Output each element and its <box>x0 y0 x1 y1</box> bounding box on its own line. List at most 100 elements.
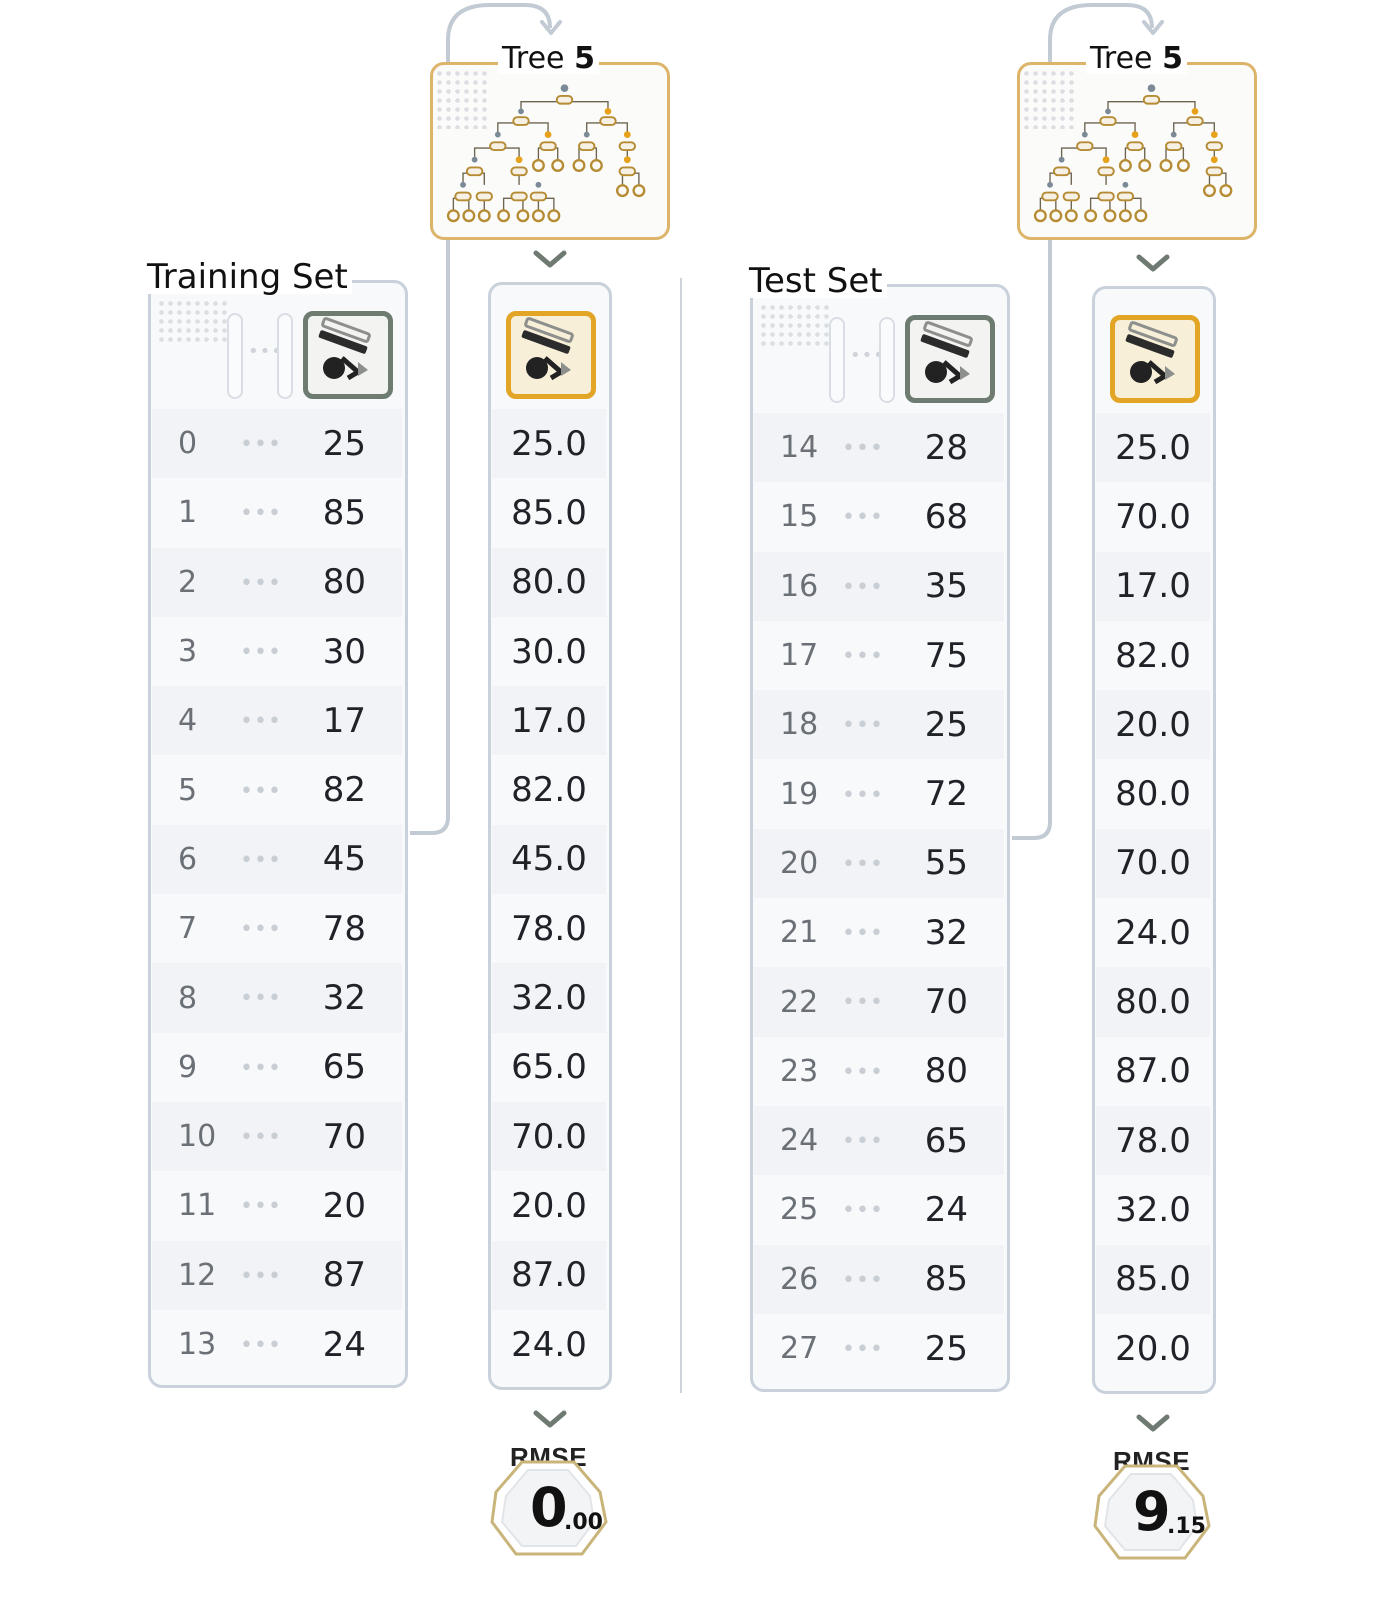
row-target-value: 65 <box>924 1120 968 1161</box>
table-row: 15 ••• 68 <box>754 482 1004 551</box>
table-row: 2 ••• 80 <box>152 547 402 617</box>
table-row: 25 ••• 24 <box>754 1175 1004 1244</box>
row-prediction-value: 78.0 <box>511 908 587 949</box>
decision-tree-icon <box>430 62 670 240</box>
row-prediction-value: 32.0 <box>1115 1189 1191 1230</box>
row-ellipsis: ••• <box>240 917 282 943</box>
row-prediction-value: 80.0 <box>492 547 606 617</box>
table-row: 8 ••• 32 <box>152 963 402 1033</box>
table-row: 22 ••• 70 <box>754 967 1004 1037</box>
hidden-column-placeholder <box>227 313 243 399</box>
row-target-value: 45 <box>322 839 366 880</box>
row-target-value: 85 <box>322 492 366 533</box>
chevron-down-icon <box>1136 254 1170 272</box>
row-prediction-value: 30.0 <box>511 631 587 672</box>
prediction-icon <box>1110 315 1200 403</box>
row-ellipsis: ••• <box>842 1267 884 1293</box>
hidden-column-placeholder <box>829 317 845 403</box>
row-index: 6 <box>178 841 198 877</box>
table-row: 16 ••• 35 <box>754 551 1004 621</box>
row-target-value: 32 <box>924 912 968 953</box>
row-target-value: 85 <box>924 1259 968 1300</box>
row-target-value: 70 <box>924 982 968 1023</box>
row-ellipsis: ••• <box>240 501 282 527</box>
rmse-value-main: 9 <box>1133 1480 1171 1543</box>
row-prediction-value: 82.0 <box>1115 635 1191 676</box>
row-index: 20 <box>780 845 819 881</box>
row-index: 9 <box>178 1049 198 1085</box>
row-ellipsis: ••• <box>240 847 282 873</box>
row-index: 21 <box>780 915 819 951</box>
target-value-icon <box>303 311 393 399</box>
table-row: 20 ••• 55 <box>754 828 1004 899</box>
table-row: 18 ••• 25 <box>754 690 1004 760</box>
row-target-value: 72 <box>924 774 968 815</box>
row-target-value: 78 <box>322 908 366 949</box>
row-ellipsis: ••• <box>842 436 884 461</box>
table-row: 26 ••• 85 <box>754 1244 1004 1314</box>
table-row: 11 ••• 20 <box>152 1171 402 1240</box>
table-row: 19 ••• 72 <box>754 760 1004 829</box>
octagon-badge-icon <box>1093 1464 1211 1560</box>
row-index: 17 <box>780 638 819 674</box>
row-index: 23 <box>780 1053 819 1089</box>
row-prediction-value: 80.0 <box>1115 774 1191 815</box>
row-index: 11 <box>178 1188 217 1224</box>
tree-diagram <box>1033 84 1233 223</box>
row-index: 18 <box>780 707 819 743</box>
row-ellipsis: ••• <box>842 1059 884 1085</box>
target-value-icon <box>905 315 995 403</box>
row-prediction-value: 32.0 <box>492 963 606 1033</box>
tree-label-prefix: Tree <box>1090 41 1153 76</box>
row-target-value: 65 <box>322 1047 366 1088</box>
row-index: 5 <box>178 772 198 808</box>
row-target-value: 55 <box>924 843 968 884</box>
row-index: 3 <box>178 634 198 670</box>
row-target-value: 25 <box>322 423 366 464</box>
row-ellipsis: ••• <box>240 639 282 665</box>
row-prediction-value: 85.0 <box>1096 1244 1210 1314</box>
hidden-column-placeholder <box>277 313 293 399</box>
row-target-value: 17 <box>322 700 366 741</box>
tree-label-prefix: Tree <box>502 41 565 76</box>
table-row: 17 ••• 75 <box>754 621 1004 690</box>
row-target-value: 75 <box>924 635 968 676</box>
row-ellipsis: ••• <box>842 782 884 808</box>
rmse-value-decimal: .00 <box>564 1510 603 1535</box>
row-ellipsis: ••• <box>842 1198 884 1224</box>
row-prediction-value: 25.0 <box>492 409 606 479</box>
table-row: 9 ••• 65 <box>152 1033 402 1102</box>
row-ellipsis: ••• <box>240 778 282 804</box>
row-prediction-value: 20.0 <box>511 1185 587 1226</box>
row-index: 25 <box>780 1192 819 1228</box>
table-row: 3 ••• 30 <box>152 617 402 686</box>
table-row: 1 ••• 85 <box>152 478 402 547</box>
octagon-badge-icon <box>490 1460 608 1556</box>
row-ellipsis: ••• <box>842 574 884 600</box>
row-prediction-value: 17.0 <box>492 686 606 756</box>
tree-number: 5 <box>1162 41 1183 76</box>
table-row: 21 ••• 32 <box>754 898 1004 967</box>
row-prediction-value: 20.0 <box>1115 1328 1191 1369</box>
row-prediction-value: 80.0 <box>1096 967 1210 1037</box>
row-ellipsis: ••• <box>842 1129 884 1154</box>
row-ellipsis: ••• <box>240 1263 282 1289</box>
chevron-down-icon <box>533 250 567 268</box>
row-prediction-value: 82.0 <box>511 770 587 811</box>
row-index: 15 <box>780 499 819 535</box>
row-index: 7 <box>178 911 198 947</box>
row-index: 0 <box>178 426 198 462</box>
row-target-value: 25 <box>924 1328 968 1369</box>
table-row: 12 ••• 87 <box>152 1240 402 1310</box>
row-prediction-value: 20.0 <box>1096 690 1210 760</box>
table-row: 0 ••• 25 <box>152 409 402 479</box>
row-index: 16 <box>780 568 819 604</box>
decorative-dots <box>157 299 227 344</box>
table-row: 6 ••• 45 <box>152 824 402 895</box>
row-ellipsis: ••• <box>842 713 884 739</box>
tree-diagram <box>446 84 646 223</box>
chevron-down-icon <box>1136 1414 1170 1432</box>
table-row: 5 ••• 82 <box>152 756 402 825</box>
row-ellipsis: ••• <box>842 643 884 669</box>
training-set-title: Training Set <box>143 260 352 294</box>
